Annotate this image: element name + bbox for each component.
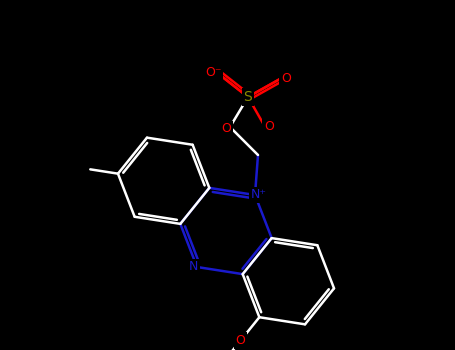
Text: O⁻: O⁻ <box>205 66 221 79</box>
Text: O: O <box>221 122 231 135</box>
Text: S: S <box>243 90 253 104</box>
Text: O: O <box>236 334 245 347</box>
Text: O: O <box>281 72 291 85</box>
Text: N: N <box>188 260 197 273</box>
Text: O: O <box>264 120 274 133</box>
Text: N⁺: N⁺ <box>251 189 267 202</box>
